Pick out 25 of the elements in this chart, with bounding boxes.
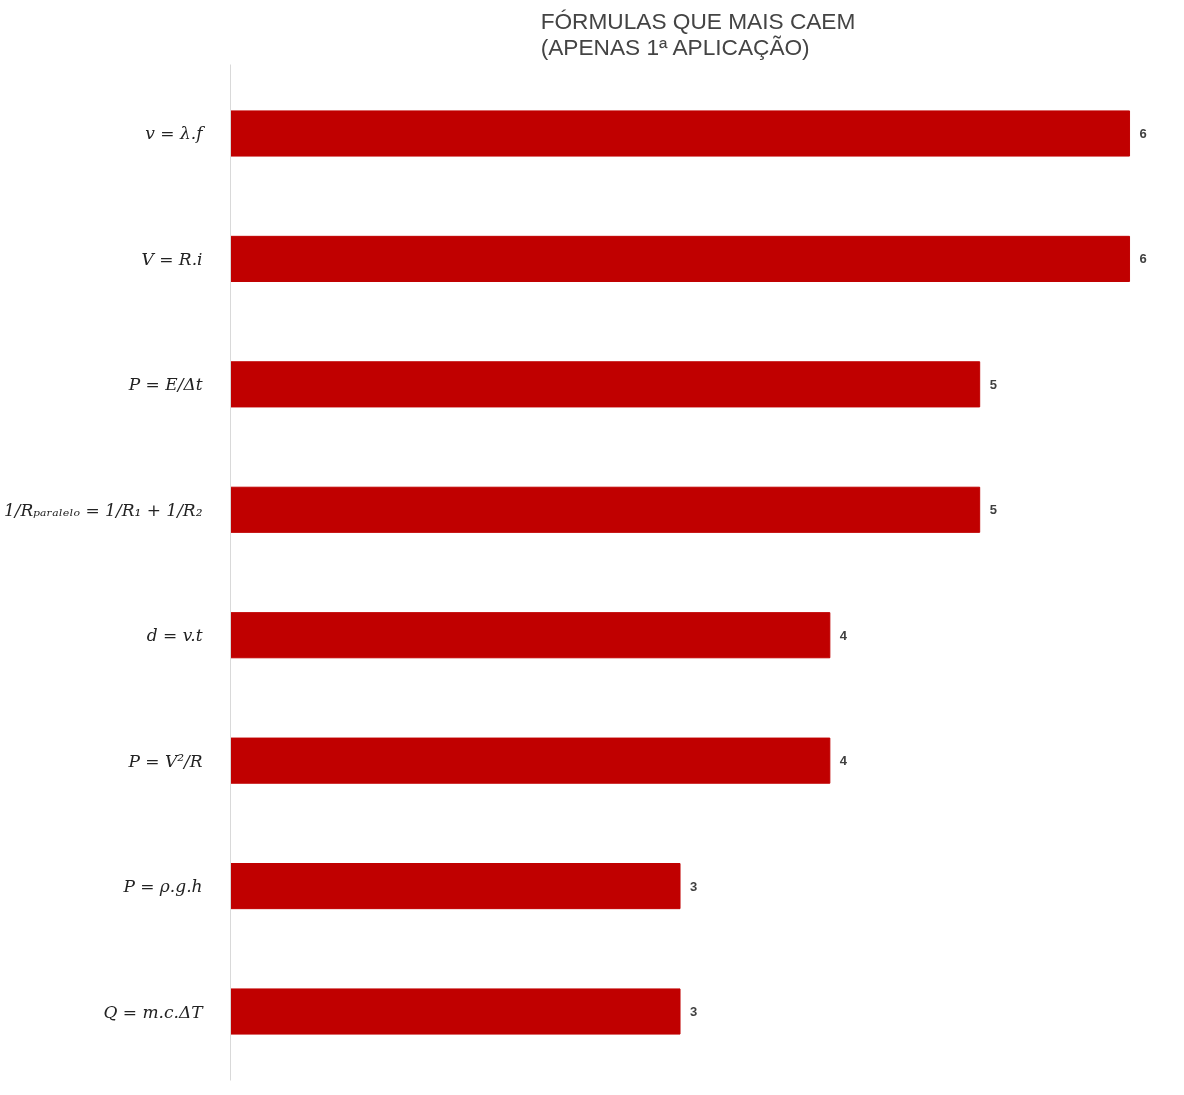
y-tick-label: 1/Rₚₐᵣₐₗₑₗₒ = 1/R₁ + 1/R₂ [3, 499, 203, 520]
bar [230, 235, 1131, 282]
y-tick-label: V = R.i [141, 248, 203, 269]
data-label: 6 [1139, 251, 1147, 267]
y-tick-label: Q = m.c.ΔT [103, 1001, 205, 1022]
data-label: 5 [989, 502, 997, 518]
data-label: 4 [839, 753, 848, 769]
bar [230, 110, 1131, 157]
data-label: 6 [1139, 125, 1147, 141]
y-tick-label: P = ρ.g.h [122, 876, 203, 897]
bar [230, 988, 681, 1035]
y-tick-label: P = E/Δt [127, 374, 203, 395]
bar [230, 737, 831, 784]
data-label: 5 [989, 376, 997, 392]
data-label: 4 [839, 627, 848, 643]
bar [230, 486, 981, 533]
data-label: 3 [690, 1004, 698, 1020]
y-tick-label: P = V²/R [127, 750, 203, 771]
data-label: 3 [690, 878, 698, 894]
bar [230, 361, 981, 408]
bar [230, 612, 831, 659]
chart-title: FÓRMULAS QUE MAIS CAEM (APENAS 1ª APLICAÇÃO) [540, 7, 856, 60]
y-tick-label: v = λ.f [145, 123, 206, 144]
y-tick-label: d = v.t [146, 625, 203, 646]
bar [230, 863, 681, 910]
